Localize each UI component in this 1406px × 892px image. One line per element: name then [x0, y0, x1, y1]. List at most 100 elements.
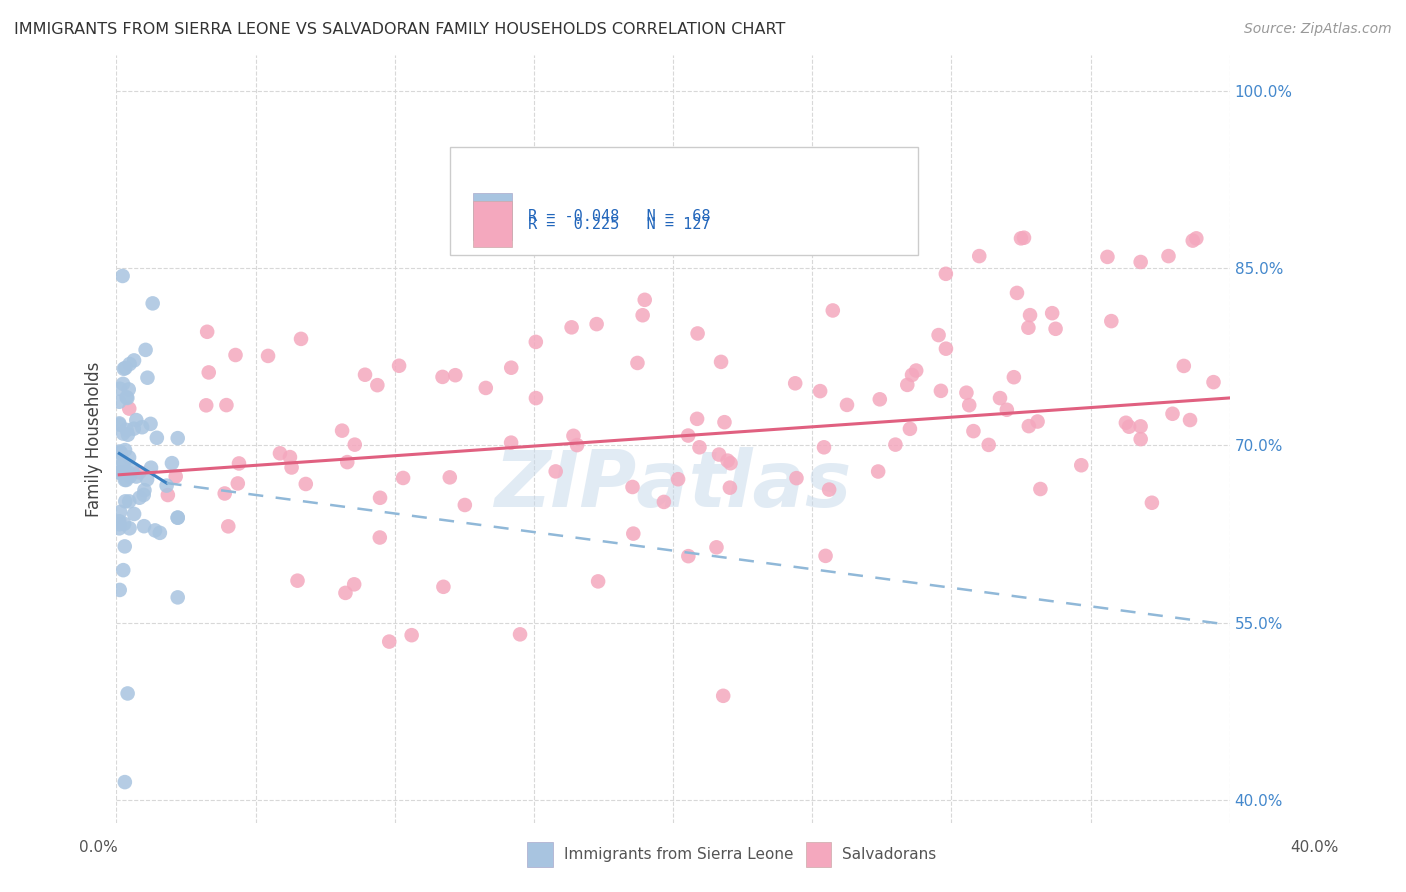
- Point: [564, 166, 586, 180]
- Point: [935, 342, 957, 356]
- Point: [785, 471, 807, 485]
- Point: [166, 510, 188, 524]
- Point: [1115, 416, 1137, 430]
- Text: R =  0.225   N = 127: R = 0.225 N = 127: [529, 217, 711, 232]
- Point: [955, 385, 977, 400]
- Point: [475, 381, 498, 395]
- Point: [114, 775, 136, 789]
- Point: [108, 466, 131, 480]
- Point: [149, 525, 172, 540]
- Point: [813, 440, 835, 454]
- Text: Source: ZipAtlas.com: Source: ZipAtlas.com: [1244, 22, 1392, 37]
- Point: [195, 325, 218, 339]
- Point: [165, 469, 187, 483]
- Point: [818, 483, 841, 497]
- Text: IMMIGRANTS FROM SIERRA LEONE VS SALVADORAN FAMILY HOUSEHOLDS CORRELATION CHART: IMMIGRANTS FROM SIERRA LEONE VS SALVADOR…: [14, 22, 786, 37]
- Point: [108, 394, 131, 409]
- Point: [108, 505, 131, 519]
- Point: [1118, 419, 1140, 434]
- Point: [678, 549, 700, 563]
- Point: [112, 516, 135, 531]
- Point: [392, 471, 415, 485]
- Point: [156, 488, 179, 502]
- Point: [1202, 375, 1225, 389]
- Point: [1129, 255, 1152, 269]
- Point: [686, 326, 709, 341]
- Text: R = -0.048   N =  68: R = -0.048 N = 68: [529, 209, 711, 224]
- Point: [962, 424, 984, 438]
- Point: [112, 465, 135, 479]
- Point: [686, 412, 709, 426]
- Point: [290, 332, 312, 346]
- Point: [160, 456, 183, 470]
- Point: [814, 549, 837, 563]
- Point: [118, 357, 141, 371]
- Point: [118, 521, 141, 535]
- Point: [112, 376, 135, 391]
- FancyBboxPatch shape: [472, 201, 512, 247]
- Point: [929, 384, 952, 398]
- Point: [108, 417, 131, 432]
- Point: [935, 267, 957, 281]
- Point: [354, 368, 377, 382]
- Point: [710, 355, 733, 369]
- Point: [1185, 231, 1208, 245]
- Point: [1012, 231, 1035, 245]
- Point: [716, 453, 738, 467]
- Point: [114, 473, 136, 487]
- Point: [136, 370, 159, 384]
- Point: [122, 422, 145, 436]
- Point: [1129, 419, 1152, 434]
- Point: [108, 514, 131, 528]
- Point: [905, 363, 928, 377]
- Point: [115, 423, 138, 437]
- Point: [166, 431, 188, 445]
- Point: [197, 366, 219, 380]
- Point: [586, 574, 609, 589]
- Point: [1178, 413, 1201, 427]
- Point: [869, 392, 891, 407]
- Point: [143, 524, 166, 538]
- Point: [131, 420, 153, 434]
- Point: [122, 507, 145, 521]
- Point: [114, 540, 136, 554]
- Point: [652, 495, 675, 509]
- Point: [1099, 314, 1122, 328]
- Point: [125, 413, 148, 427]
- Point: [835, 398, 858, 412]
- Point: [121, 462, 143, 476]
- Point: [1157, 249, 1180, 263]
- Point: [524, 334, 547, 349]
- Point: [139, 460, 162, 475]
- Point: [280, 460, 302, 475]
- Point: [118, 383, 141, 397]
- Point: [146, 431, 169, 445]
- Point: [108, 446, 131, 460]
- Point: [444, 368, 467, 383]
- Point: [112, 426, 135, 441]
- Point: [977, 438, 1000, 452]
- Point: [343, 437, 366, 451]
- Point: [336, 455, 359, 469]
- Text: ZIP​atlas: ZIP​atlas: [495, 448, 852, 524]
- Point: [1017, 320, 1039, 334]
- Point: [1045, 322, 1067, 336]
- Point: [108, 517, 131, 532]
- Point: [135, 343, 157, 357]
- Point: [110, 466, 132, 480]
- Point: [1019, 308, 1042, 322]
- Text: Immigrants from Sierra Leone: Immigrants from Sierra Leone: [564, 847, 793, 862]
- Point: [884, 437, 907, 451]
- Point: [117, 427, 139, 442]
- Point: [896, 377, 918, 392]
- Point: [562, 429, 585, 443]
- Point: [257, 349, 280, 363]
- Point: [561, 320, 583, 334]
- Point: [1026, 415, 1049, 429]
- Point: [195, 398, 218, 412]
- Point: [544, 464, 567, 478]
- Point: [388, 359, 411, 373]
- Point: [278, 450, 301, 464]
- Point: [122, 353, 145, 368]
- Point: [136, 473, 159, 487]
